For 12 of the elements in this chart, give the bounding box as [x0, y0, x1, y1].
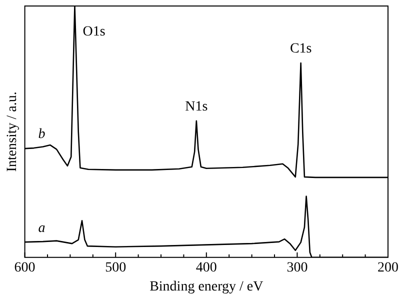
- series-label: a: [38, 220, 46, 236]
- series-label: b: [38, 127, 46, 142]
- y-axis-title: Intensity / a.u.: [5, 92, 20, 172]
- x-tick-label: 500: [105, 260, 126, 276]
- x-tick-label: 400: [196, 260, 217, 276]
- annotation: C1s: [290, 42, 312, 57]
- x-tick-label: 200: [378, 260, 398, 276]
- x-tick-label: 300: [286, 260, 308, 276]
- annotation: N1s: [185, 100, 208, 115]
- annotation: O1s: [82, 24, 106, 40]
- x-axis-title: Binding energy / eV: [150, 279, 264, 294]
- x-tick-label: 600: [14, 260, 36, 276]
